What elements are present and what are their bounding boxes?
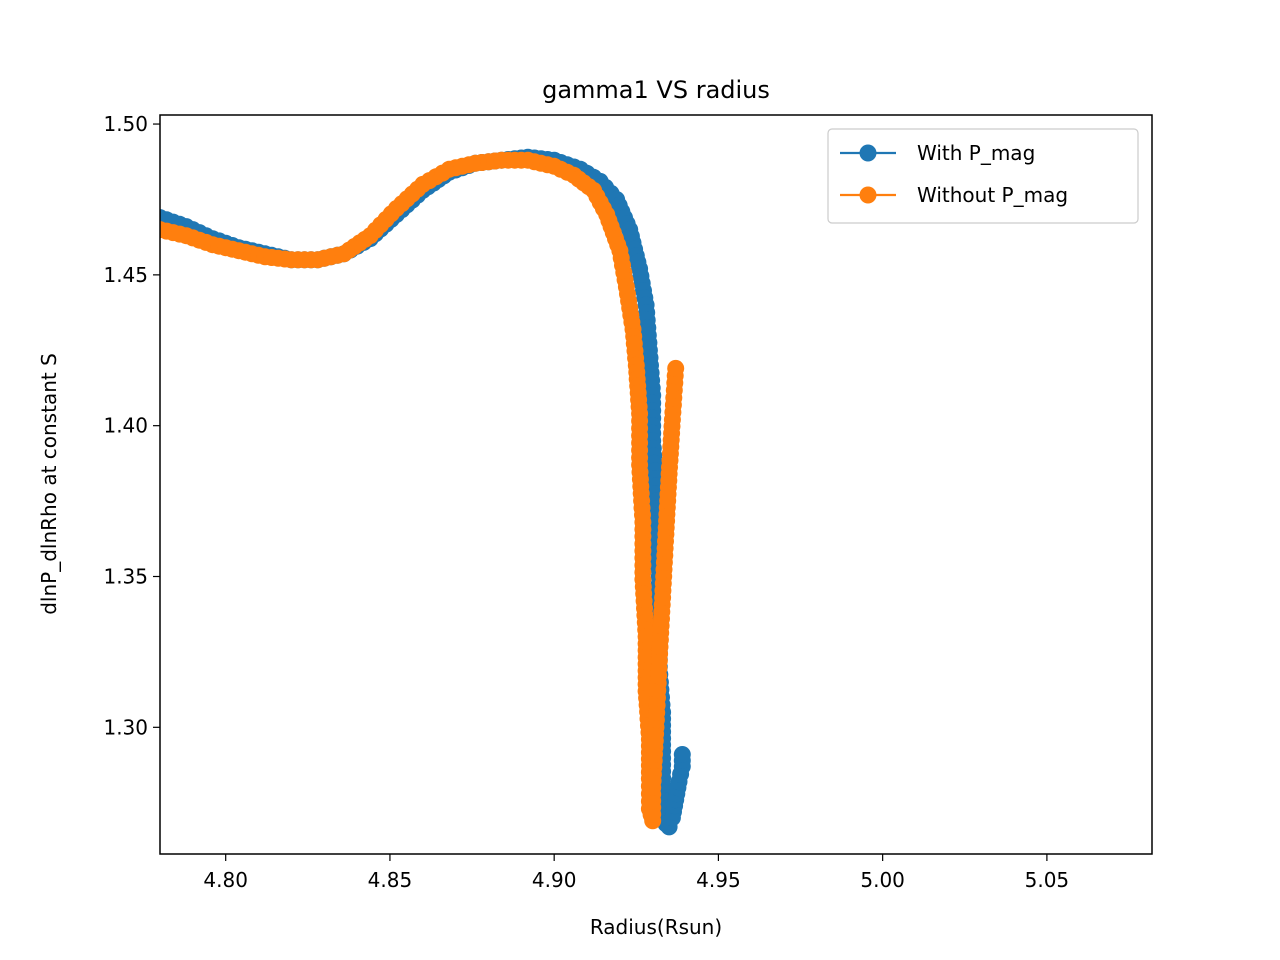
legend-box bbox=[827, 128, 1139, 224]
plot-layer bbox=[160, 148, 691, 836]
legend-marker-without-p-mag bbox=[859, 186, 877, 204]
series-point-without-p-mag bbox=[667, 359, 685, 377]
x-tick-label: 4.90 bbox=[532, 868, 577, 892]
y-axis-label: dlnP_dlnRho at constant S bbox=[37, 353, 61, 615]
x-tick-label: 4.80 bbox=[203, 868, 248, 892]
legend: With P_mag Without P_mag bbox=[827, 128, 1139, 224]
x-tick-label: 4.95 bbox=[696, 868, 741, 892]
y-tick-label: 1.35 bbox=[103, 564, 148, 588]
plot-area bbox=[160, 148, 691, 836]
legend-label-with-p-mag: With P_mag bbox=[917, 141, 1035, 165]
series-point-with-p-mag bbox=[673, 746, 691, 763]
x-tick-label: 5.05 bbox=[1025, 868, 1070, 892]
x-tick-label: 5.00 bbox=[860, 868, 905, 892]
plot-frame bbox=[159, 114, 1153, 855]
legend-label-without-p-mag: Without P_mag bbox=[917, 183, 1068, 207]
y-tick-label: 1.30 bbox=[103, 715, 148, 739]
x-axis-label: Radius(Rsun) bbox=[590, 915, 722, 939]
y-tick-label: 1.40 bbox=[103, 414, 148, 438]
x-tick-label: 4.85 bbox=[368, 868, 413, 892]
y-tick-label: 1.50 bbox=[103, 112, 148, 136]
y-tick-label: 1.45 bbox=[103, 263, 148, 287]
axis-layer: 4.80 4.85 4.90 4.95 5.00 5.05 1.30 1.35 1.40 1.45… bbox=[103, 112, 1069, 892]
legend-marker-with-p-mag bbox=[859, 144, 877, 162]
chart-title: gamma1 VS radius bbox=[542, 76, 770, 104]
